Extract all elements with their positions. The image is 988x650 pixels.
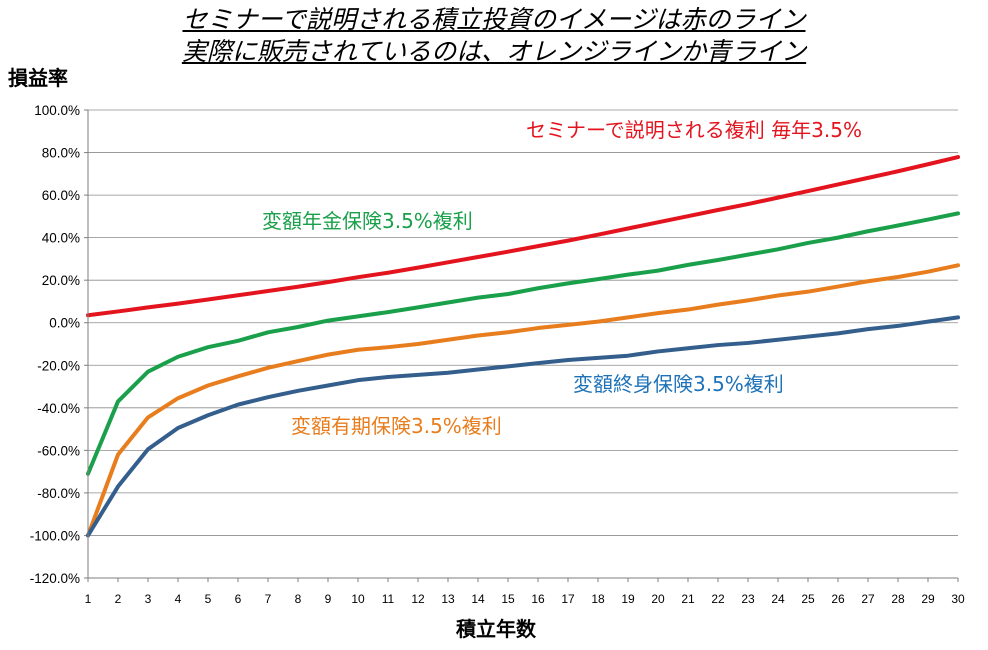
x-tick-label: 19 — [621, 592, 635, 606]
y-tick-label: -20.0% — [37, 358, 80, 373]
x-tick-label: 30 — [951, 592, 965, 606]
y-tick-label: 20.0% — [42, 273, 80, 288]
series-lines — [86, 155, 960, 538]
x-tick-label: 8 — [295, 592, 302, 606]
y-tick-label: 60.0% — [42, 188, 80, 203]
series-line-seminar — [86, 155, 960, 318]
x-axis-ticks: 1 2 3 4 5 6 7 8 9 10 11 12 13 14 15 16 17 18 19 20 21 22 23 24 2… — [85, 578, 965, 606]
x-tick-label: 18 — [591, 592, 605, 606]
x-tick-label: 3 — [145, 592, 152, 606]
y-tick-label: -60.0% — [37, 443, 80, 458]
annotation-term: 変額有期保険3.5%複利 — [291, 414, 502, 438]
series-line-whole-life — [86, 315, 960, 538]
x-tick-label: 10 — [351, 592, 365, 606]
y-tick-label: -80.0% — [37, 486, 80, 501]
y-axis-label: 損益率 — [8, 66, 68, 90]
x-tick-label: 5 — [205, 592, 212, 606]
x-tick-label: 27 — [861, 592, 875, 606]
chart-title-line-1: セミナーで説明される積立投資のイメージは赤のライン — [182, 5, 806, 34]
x-tick-label: 1 — [85, 592, 92, 606]
x-tick-label: 15 — [501, 592, 515, 606]
x-tick-label: 17 — [561, 592, 575, 606]
x-tick-label: 13 — [441, 592, 455, 606]
x-tick-label: 11 — [382, 592, 395, 606]
x-tick-label: 26 — [831, 592, 845, 606]
series-line-annuity — [86, 211, 960, 476]
x-tick-label: 23 — [741, 592, 755, 606]
x-tick-label: 28 — [891, 592, 905, 606]
x-axis-label: 積立年数 — [456, 617, 537, 641]
y-tick-label: 0.0% — [49, 316, 80, 331]
y-tick-label: 80.0% — [42, 146, 80, 161]
y-axis-ticks: 100.0% 80.0% 60.0% 40.0% 20.0% 0.0% -20.0% -40.… — [30, 103, 88, 586]
x-tick-label: 7 — [265, 592, 272, 606]
x-tick-label: 20 — [651, 592, 665, 606]
x-tick-label: 16 — [531, 592, 545, 606]
y-tick-label: -120.0% — [30, 571, 80, 586]
x-tick-label: 9 — [325, 592, 332, 606]
x-tick-label: 29 — [921, 592, 935, 606]
x-tick-label: 24 — [771, 592, 785, 606]
x-tick-label: 2 — [115, 592, 122, 606]
y-tick-label: 100.0% — [34, 103, 80, 118]
x-tick-label: 4 — [175, 592, 182, 606]
annotation-whole-life: 変額終身保険3.5%複利 — [573, 372, 784, 396]
x-tick-label: 12 — [411, 592, 425, 606]
chart-title-line-2: 実際に販売されているのは、オレンジラインか青ライン — [181, 37, 807, 66]
x-tick-label: 25 — [801, 592, 815, 606]
x-tick-label: 21 — [681, 592, 695, 606]
annotation-seminar: セミナーで説明される複利 毎年3.5% — [526, 118, 862, 142]
x-tick-label: 22 — [711, 592, 725, 606]
y-tick-label: -100.0% — [30, 528, 80, 543]
x-tick-label: 6 — [235, 592, 242, 606]
y-tick-label: 40.0% — [42, 231, 80, 246]
annotation-annuity: 変額年金保険3.5%複利 — [262, 209, 473, 233]
series-line-term — [86, 263, 960, 538]
x-tick-label: 14 — [471, 592, 485, 606]
y-tick-label: -40.0% — [37, 401, 80, 416]
